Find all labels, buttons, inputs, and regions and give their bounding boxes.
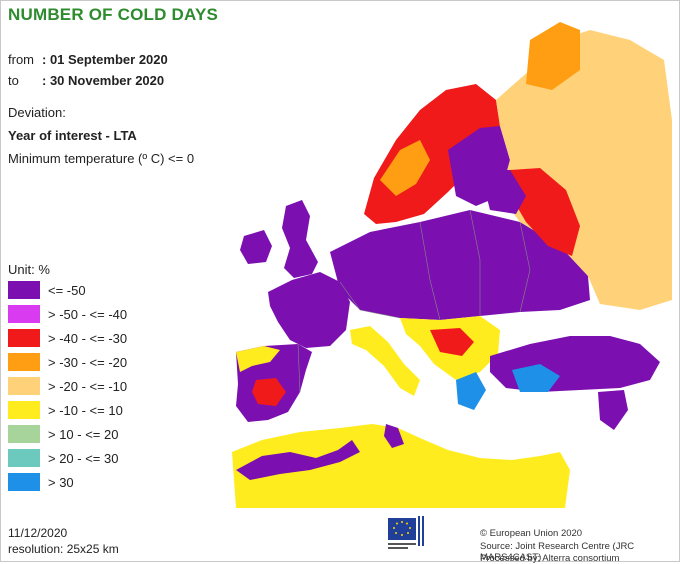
legend-label: > -50 - <= -40 [48,307,128,322]
border-line [419,221,441,321]
legend-swatch [8,473,40,491]
legend-swatch [8,401,40,419]
legend-label: > -10 - <= 10 [48,403,123,418]
period-from: from : 01 September 2020 [8,52,168,67]
map-title: NUMBER OF COLD DAYS [8,5,219,24]
region-middle-east [598,390,628,430]
legend-label: > 20 - <= 30 [48,451,119,466]
legend-swatch [8,449,40,467]
legend-item: > 10 - <= 20 [8,425,118,449]
period-to-value: : 30 November 2020 [42,73,165,88]
region-iberia-red [252,378,286,406]
legend-swatch [8,425,40,443]
legend-title: Unit: % [8,262,50,277]
region-ireland [240,230,272,264]
legend-item: <= -50 [8,281,86,305]
border-line [469,209,481,316]
legend-item: > 20 - <= 30 [8,449,118,473]
legend-swatch [8,377,40,395]
border-line [297,343,301,393]
region-north-africa-cold [236,440,360,480]
region-russia-orange [526,22,580,90]
legend-swatch [8,329,40,347]
map-regions [232,22,672,508]
legend-item: > -10 - <= 10 [8,401,123,425]
footer-resolution: resolution: 25x25 km [8,542,119,556]
region-great-britain [282,200,318,278]
period-from-label: from [8,52,34,67]
region-iberia-warm [236,346,280,372]
period-from-value: : 01 September 2020 [42,52,168,67]
footer-date: 11/12/2020 [8,526,68,540]
legend-item: > 30 [8,473,74,497]
legend-item: > -40 - <= -30 [8,329,127,353]
legend-label: > 30 [48,475,74,490]
period-to-label: to [8,73,19,88]
border-line [519,221,531,313]
region-north-africa [232,424,570,508]
region-tunisia [384,424,404,448]
legend-swatch [8,305,40,323]
footer-processed: Processed by: Alterra consortium [480,553,620,564]
region-italy [350,326,420,396]
country-borders [297,209,531,393]
legend-label: > 10 - <= 20 [48,427,119,442]
legend-label: > -30 - <= -20 [48,355,128,370]
region-turkey-blue [512,364,560,392]
legend-item: > -30 - <= -20 [8,353,127,377]
legend: Unit: % <= -50 > -50 - <= -40 > -40 - <=… [8,262,127,497]
european-commission-logo [388,516,424,549]
region-balkans-red [430,328,474,356]
deviation-label: Deviation: [8,105,66,120]
legend-label: <= -50 [48,283,86,298]
border-line [339,281,401,319]
legend-swatch [8,281,40,299]
footer-copyright: © European Union 2020 [480,528,583,539]
legend-swatch [8,353,40,371]
period-to: to : 30 November 2020 [8,73,164,88]
legend-label: > -40 - <= -30 [48,331,128,346]
legend-item: > -50 - <= -40 [8,305,127,329]
region-turkey [490,336,660,392]
region-greece [456,372,486,410]
region-france [268,272,350,348]
region-russia-red [510,168,580,256]
footer-source: Source: Joint Research Centre (JRC MARS4… [480,541,635,563]
region-russia-purple [480,170,526,214]
variable-label: Minimum temperature (º C) <= 0 [8,151,195,166]
region-russia [496,30,672,310]
comparison-label: Year of interest - LTA [8,128,137,143]
region-central-europe [330,210,590,320]
legend-item: > -20 - <= -10 [8,377,127,401]
region-scandinavia-orange [380,140,430,196]
legend-label: > -20 - <= -10 [48,379,128,394]
